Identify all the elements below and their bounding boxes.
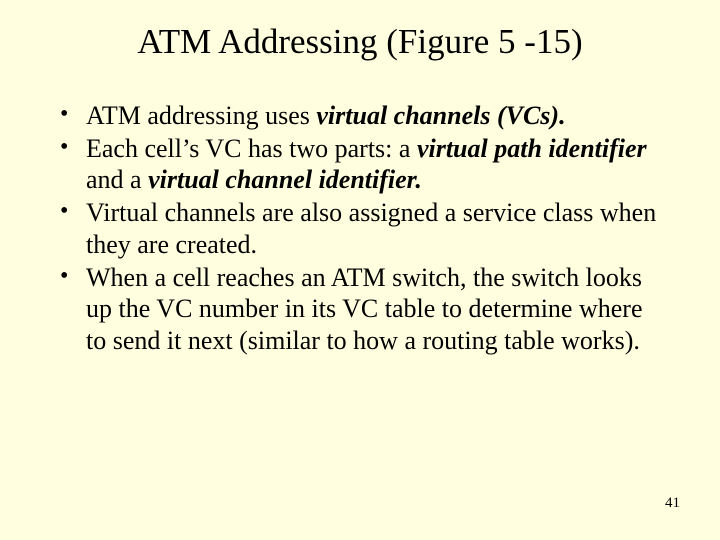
list-item: ATM addressing uses virtual channels (VC… <box>56 100 664 132</box>
bullet-em: virtual channel identifier. <box>148 165 422 194</box>
bullet-text: When a cell reaches an ATM switch, the s… <box>86 263 643 355</box>
bullet-em: virtual path identifier <box>417 134 647 163</box>
bullet-text: Virtual channels are also assigned a ser… <box>86 198 656 259</box>
bullet-list: ATM addressing uses virtual channels (VC… <box>52 100 668 357</box>
page-number: 41 <box>665 495 680 512</box>
list-item: When a cell reaches an ATM switch, the s… <box>56 262 664 357</box>
list-item: Virtual channels are also assigned a ser… <box>56 197 664 260</box>
bullet-em: virtual channels (VCs). <box>316 101 565 130</box>
bullet-text: Each cell’s VC has two parts: a <box>86 134 417 163</box>
bullet-text: and a <box>86 165 148 194</box>
list-item: Each cell’s VC has two parts: a virtual … <box>56 133 664 196</box>
slide-title: ATM Addressing (Figure 5 -15) <box>52 22 668 62</box>
bullet-text: ATM addressing uses <box>86 101 316 130</box>
slide: ATM Addressing (Figure 5 -15) ATM addres… <box>0 0 720 540</box>
